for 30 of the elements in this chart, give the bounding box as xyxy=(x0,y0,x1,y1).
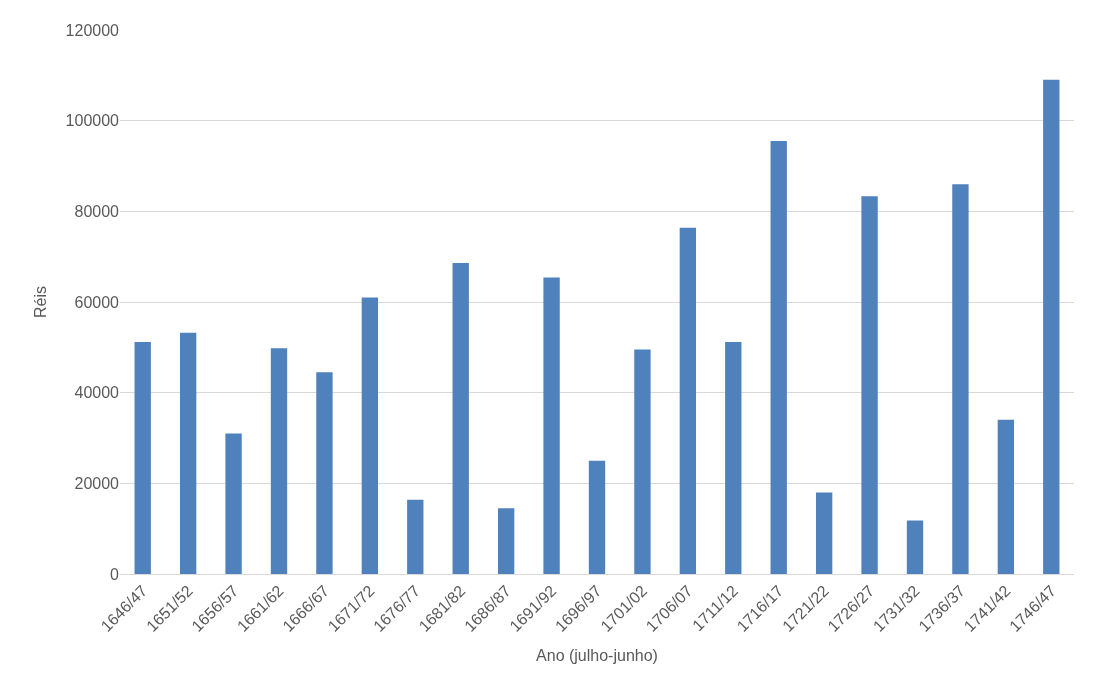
bar xyxy=(725,341,742,574)
y-tick-label: 80000 xyxy=(74,202,120,220)
y-tick-label: 60000 xyxy=(74,293,120,311)
bar xyxy=(361,297,379,574)
bar xyxy=(634,349,651,574)
bar xyxy=(997,419,1015,574)
y-tick-label: 40000 xyxy=(74,384,120,402)
bar xyxy=(543,277,560,574)
bar xyxy=(1043,79,1060,574)
y-tick-label: 20000 xyxy=(74,474,120,492)
bar xyxy=(316,372,333,574)
y-tick-label: 0 xyxy=(110,565,120,583)
bar xyxy=(497,508,515,574)
bar xyxy=(861,196,878,574)
y-tick-label: 100000 xyxy=(65,112,120,130)
y-axis-title: Réis xyxy=(31,285,49,319)
bar xyxy=(679,227,697,574)
bar xyxy=(952,184,969,574)
bar xyxy=(179,332,197,574)
bar xyxy=(134,341,151,574)
bar xyxy=(452,263,469,574)
bar xyxy=(588,460,606,574)
bar xyxy=(815,492,833,574)
y-tick-label: 120000 xyxy=(65,21,120,39)
bar xyxy=(270,348,288,574)
x-axis-title: Ano (julho-junho) xyxy=(536,646,658,664)
bar xyxy=(906,520,924,574)
bar xyxy=(407,499,424,574)
bar xyxy=(770,141,787,574)
bar xyxy=(225,433,242,574)
